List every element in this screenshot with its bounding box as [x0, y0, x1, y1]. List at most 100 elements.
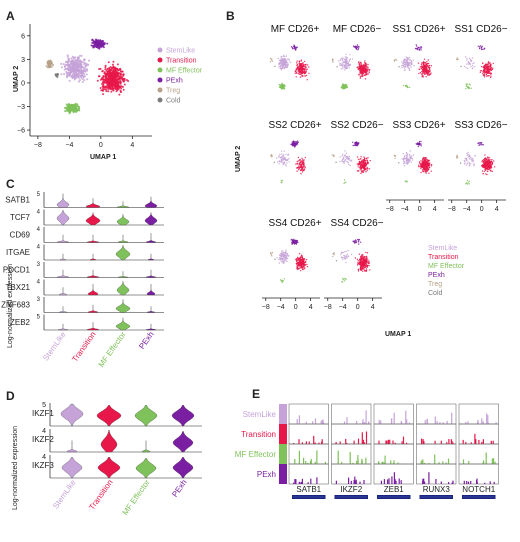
umap-point	[398, 162, 400, 164]
umap-point	[426, 72, 428, 74]
umap-point	[404, 69, 406, 72]
umap-point	[419, 66, 421, 68]
umap-point	[278, 256, 281, 259]
umap-point	[423, 72, 425, 75]
atac-peak	[298, 439, 300, 444]
umap-point	[307, 64, 309, 66]
umap-point	[351, 160, 353, 162]
atac-peak	[365, 457, 367, 464]
umap-point	[285, 153, 287, 156]
umap-point	[64, 106, 67, 109]
umap-point	[344, 85, 346, 87]
violin-d-ikzf2	[100, 429, 118, 453]
umap-point	[97, 41, 100, 44]
umap-point	[74, 62, 77, 65]
atac-peak	[477, 419, 479, 424]
umap-point	[112, 82, 115, 85]
violin-d-ikzf2	[66, 440, 78, 453]
umap-point	[341, 64, 344, 67]
umap-point	[422, 168, 425, 170]
umap-point	[288, 58, 290, 61]
atac-peak	[294, 479, 296, 484]
umap-point	[116, 84, 119, 87]
atac-track-swatch	[279, 404, 287, 424]
violin-d-gene-label: IKZF2	[32, 435, 54, 444]
violin-c-pdcd1	[145, 269, 157, 278]
umap-point	[365, 257, 367, 259]
umap-point	[339, 64, 341, 66]
umap-point	[423, 169, 425, 171]
umap-point	[364, 72, 367, 74]
umap-point	[119, 68, 122, 71]
umap-point	[95, 46, 98, 49]
umap-point	[296, 46, 298, 49]
umap-point	[98, 68, 101, 70]
violin-c-znf683	[146, 306, 156, 313]
umap-point	[363, 165, 365, 168]
umap-point	[62, 63, 65, 66]
umap-point	[348, 60, 351, 62]
umap-point	[306, 265, 309, 268]
violin-c-tbx21	[58, 287, 68, 296]
violin-d-group-label: MF Effector	[121, 478, 152, 517]
umap-point	[355, 141, 358, 143]
umap-point	[306, 68, 308, 70]
atac-peak	[378, 461, 380, 464]
umap-point	[364, 60, 366, 62]
umap-point	[408, 153, 411, 156]
umap-point	[291, 242, 293, 245]
umap-point	[116, 68, 118, 71]
umap-point	[478, 47, 481, 49]
umap-point	[122, 74, 125, 77]
atac-peak	[357, 455, 359, 464]
umap-point	[102, 89, 104, 92]
atac-peak	[474, 433, 476, 444]
umap-point	[357, 260, 360, 262]
umap-point	[402, 158, 405, 161]
umap-point	[345, 152, 348, 154]
umap-point	[488, 67, 490, 70]
umap-point	[82, 75, 84, 78]
umap-point	[296, 161, 298, 163]
umap-point	[106, 42, 109, 45]
umap-a-ytick: 0	[21, 80, 25, 87]
umap-point	[278, 262, 281, 264]
umap-point	[65, 70, 68, 73]
atac-peak	[313, 435, 315, 444]
umap-point	[301, 157, 303, 160]
atac-peak	[463, 480, 465, 484]
umap-point	[480, 70, 483, 72]
umap-point	[424, 163, 426, 166]
umap-point	[466, 152, 468, 155]
umap-point	[285, 257, 287, 259]
umap-point	[301, 69, 303, 72]
atac-peak	[357, 438, 360, 444]
umap-point	[418, 164, 420, 166]
umap-point	[283, 59, 286, 61]
umap-point	[483, 69, 485, 72]
atac-peak	[393, 412, 395, 424]
umap-point	[283, 61, 286, 64]
umap-facet: SS2 CD26−	[330, 120, 384, 185]
umap-point	[364, 62, 367, 65]
umap-point	[422, 170, 424, 172]
umap-point	[357, 166, 359, 168]
atac-peak	[391, 476, 393, 484]
violin-c-gene-label: CD69	[10, 231, 31, 240]
umap-b-xtick: 0	[418, 206, 422, 213]
umap-point	[300, 267, 302, 269]
umap-point	[409, 150, 411, 152]
atac-peak	[314, 442, 316, 444]
violin-c-gene-label: TBX21	[6, 283, 31, 292]
umap-point	[75, 106, 78, 108]
umap-point	[281, 63, 284, 65]
umap-point	[286, 162, 288, 164]
umap-a-scatter	[45, 38, 130, 115]
atac-peak	[356, 420, 358, 424]
umap-point	[465, 56, 467, 58]
umap-point	[81, 61, 84, 64]
umap-facet: SS3 CD26+	[392, 120, 446, 183]
atac-peak	[442, 461, 444, 464]
umap-point	[293, 45, 295, 48]
umap-point	[118, 93, 121, 96]
